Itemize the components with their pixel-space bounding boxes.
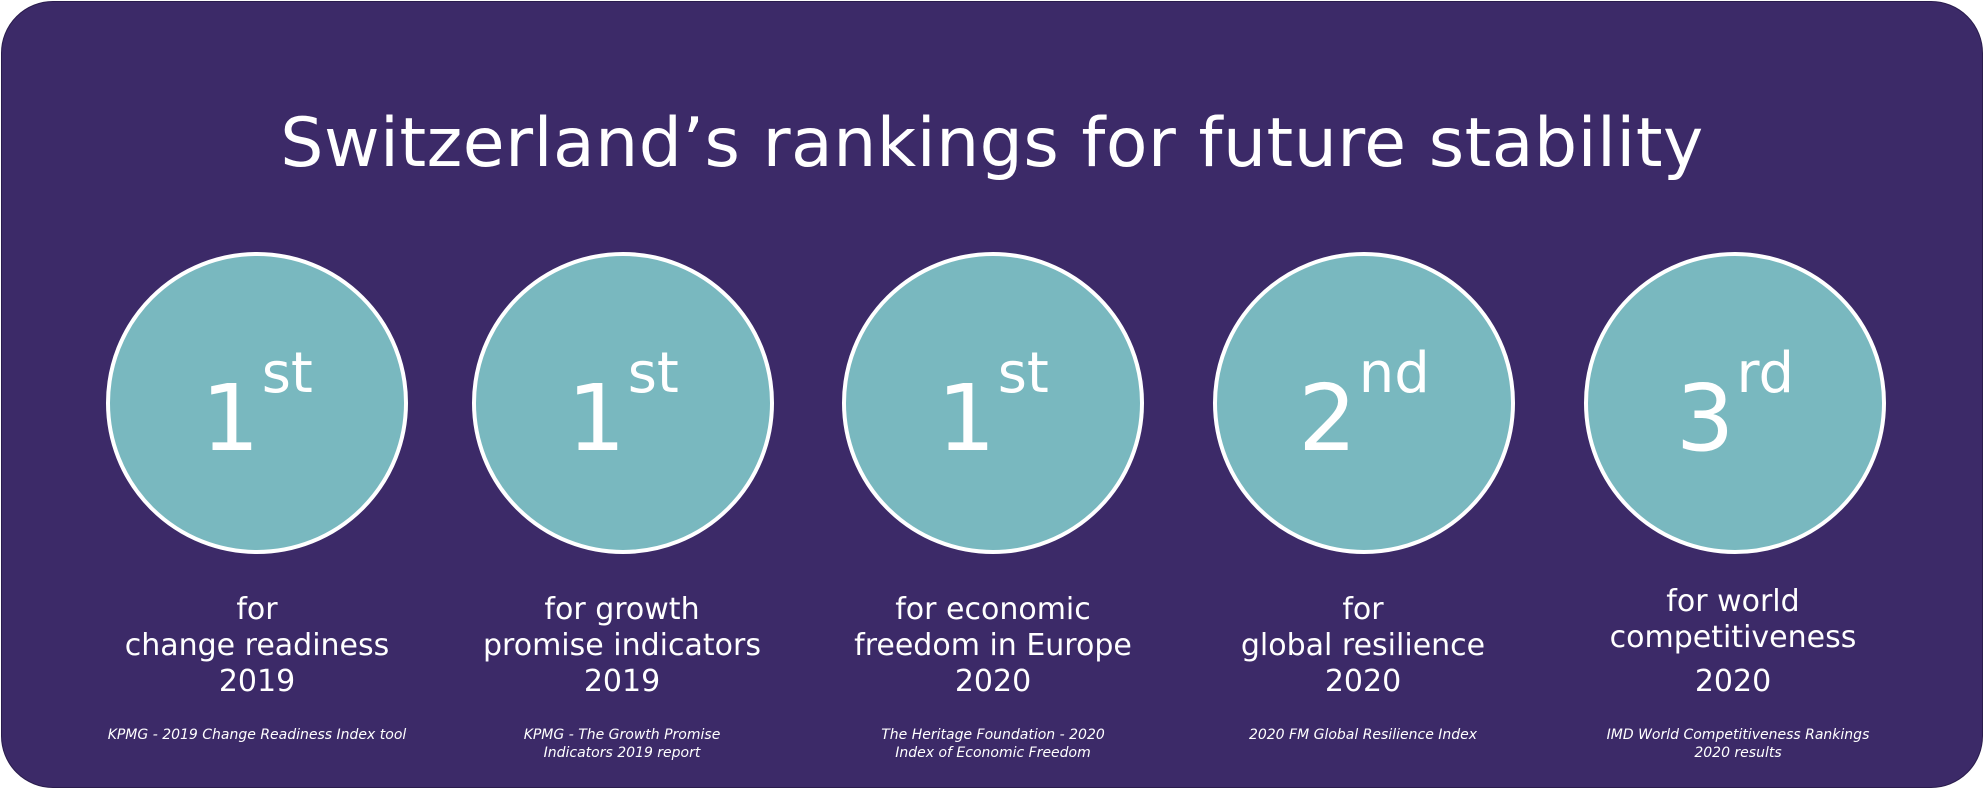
ranking-source: The Heritage Foundation - 2020 Index of … — [881, 727, 1105, 761]
description-line-1: for world — [1666, 584, 1800, 619]
ranking-source: IMD World Competitiveness Rankings 2020 … — [1606, 727, 1870, 761]
rank-number: 3 — [1675, 365, 1735, 472]
description-line-2: global resilience — [1240, 628, 1486, 663]
ranking-description: for global resilience 2020 — [1178, 592, 1548, 700]
description-line-1: for — [236, 592, 278, 627]
ranking-year: 2020 — [1694, 664, 1772, 699]
ranking-year: 2020 — [954, 664, 1032, 699]
ranking-year: 2019 — [583, 664, 661, 699]
ranking-description: for change readiness 2019 — [72, 592, 442, 700]
rank-suffix: st — [997, 341, 1049, 406]
ranking-year: 2019 — [218, 664, 296, 699]
ranking-description: for economic freedom in Europe 2020 — [808, 592, 1178, 700]
ranking-source: KPMG - 2019 Change Readiness Index tool — [107, 727, 407, 743]
description-line-2: competitiveness — [1609, 620, 1857, 655]
description-line-1: for — [1342, 592, 1384, 627]
rank-number: 2 — [1298, 365, 1357, 472]
description-line-2: promise indicators — [483, 628, 761, 663]
description-line-1: for growth — [544, 592, 700, 627]
rank-suffix: st — [627, 341, 679, 406]
ranking-source: KPMG - The Growth Promise Indicators 201… — [523, 727, 721, 761]
page-title: Switzerland’s rankings for future stabil… — [280, 104, 1704, 183]
description-line-2: change readiness — [124, 628, 390, 663]
rank-suffix: nd — [1358, 341, 1430, 406]
rank-number: 1 — [937, 365, 996, 472]
rank-number: 1 — [567, 365, 626, 472]
ranking-description: for world competitiveness 2020 — [1548, 584, 1918, 700]
rank-suffix: st — [261, 341, 313, 406]
ranking-year: 2020 — [1324, 664, 1402, 699]
description-line-2: freedom in Europe — [854, 628, 1132, 663]
description-line-1: for economic — [895, 592, 1091, 627]
rank-suffix: rd — [1736, 341, 1795, 406]
ranking-description: for growth promise indicators 2019 — [437, 592, 807, 700]
ranking-source: 2020 FM Global Resilience Index — [1248, 727, 1478, 743]
rank-number: 1 — [201, 365, 260, 472]
